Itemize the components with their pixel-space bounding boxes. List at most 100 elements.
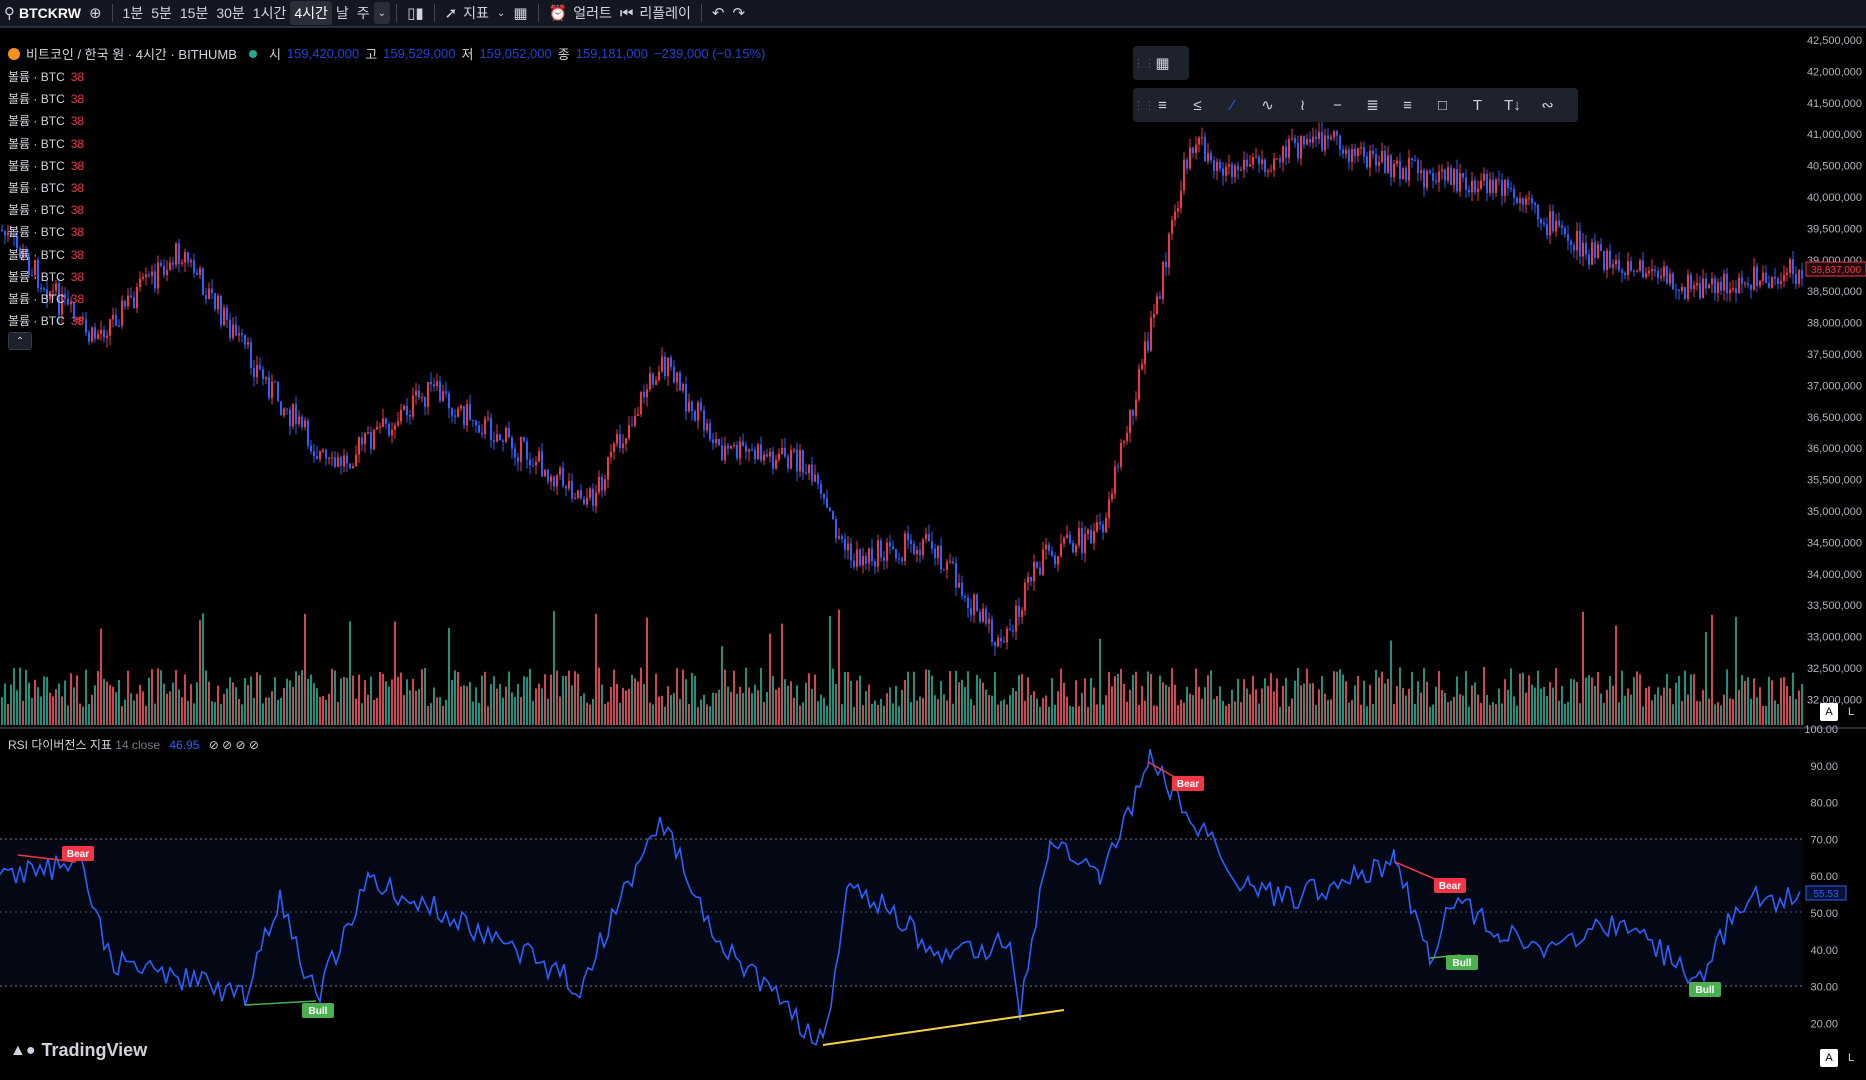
log-scale-button[interactable]: L xyxy=(1847,1052,1855,1064)
price-axis-label: 38,000,000 xyxy=(1807,318,1862,330)
interval-day[interactable]: 날 xyxy=(335,5,349,21)
volume-label: 볼륨 · BTC xyxy=(8,158,65,173)
floating-toolbar-handle[interactable]: ⋮⋮ ▦ xyxy=(1133,46,1189,80)
volume-value: 38 xyxy=(70,225,85,240)
replay-button[interactable]: ⏮ 리플레이 xyxy=(616,0,695,27)
volume-value: 38 xyxy=(70,181,85,196)
alert-label: 얼러트 xyxy=(573,5,612,21)
volume-value: 38 xyxy=(70,269,85,284)
volume-legend-row[interactable]: 볼륨 · BTC 38 xyxy=(8,88,84,110)
add-symbol-button[interactable]: ⊕ xyxy=(85,0,106,27)
interval-5m[interactable]: 5분 xyxy=(151,5,172,21)
price-axis-label: 36,000,000 xyxy=(1807,443,1862,455)
tradingview-logo[interactable]: ▲● TradingView xyxy=(10,1040,147,1061)
trend-line-icon[interactable]: ∕ xyxy=(1231,96,1234,114)
volume-legend-row[interactable]: 볼륨 · BTC 38 xyxy=(8,288,84,310)
pitchfork-icon[interactable]: ≤ xyxy=(1193,96,1202,114)
top-toolbar: ⚲ BTCKRW ⊕ 1분 5분 15분 30분 1시간 4시간 날 주 ⌄ ▯… xyxy=(0,0,1866,28)
rsi-axis-label: 40.00 xyxy=(1810,945,1838,957)
price-candles xyxy=(1,122,1803,656)
volume-label: 볼륨 · BTC xyxy=(8,225,65,240)
volume-legend-row[interactable]: 볼륨 · BTC 38 xyxy=(8,221,84,243)
indicators-dropdown[interactable]: ⌄ xyxy=(493,0,509,27)
volume-value: 38 xyxy=(70,92,85,107)
chart-type-button[interactable]: ▯▮ xyxy=(403,0,428,27)
price-axis-label: 39,500,000 xyxy=(1807,223,1862,235)
pattern-icon[interactable]: ∾ xyxy=(1541,97,1554,114)
volume-legend-list: 볼륨 · BTC 38 볼륨 · BTC 38 볼륨 · BTC 38 볼륨 · BTC 38… xyxy=(8,66,84,332)
symbol-search[interactable]: ⚲ BTCKRW xyxy=(0,0,85,27)
price-axis[interactable]: 42,500,000 42,000,000 41,500,000 41,000,000… xyxy=(1807,35,1862,706)
abc-pattern-icon[interactable]: ≀ xyxy=(1299,97,1306,114)
volume-label: 볼륨 · BTC xyxy=(8,70,65,84)
volume-legend-row[interactable]: 볼륨 · BTC 38 xyxy=(8,66,84,88)
bull-label-text: Bull xyxy=(1453,958,1472,969)
text-icon[interactable]: T xyxy=(1472,96,1483,114)
redo-icon: ↷ xyxy=(732,5,746,22)
auto-scale-button[interactable]: A xyxy=(1820,1049,1838,1067)
rectangle-icon[interactable]: □ xyxy=(1437,96,1448,114)
rsi-axis-label: 50.00 xyxy=(1810,908,1838,920)
indicators-button[interactable]: ➚ 지표 xyxy=(441,0,493,27)
auto-scale-button[interactable]: A xyxy=(1820,703,1838,721)
parallel-channel-icon[interactable]: ≡ xyxy=(1158,96,1167,114)
volume-legend-row[interactable]: 볼륨 · BTC 38 xyxy=(8,266,84,288)
interval-15m[interactable]: 15분 xyxy=(179,5,209,21)
interval-4h[interactable]: 4시간 xyxy=(290,1,332,25)
volume-legend-row[interactable]: 볼륨 · BTC 38 xyxy=(8,244,84,266)
text-format-icon[interactable]: T↓ xyxy=(1504,96,1521,114)
collapse-legend-button[interactable]: ⌃ xyxy=(8,332,32,350)
undo-button[interactable]: ↶ xyxy=(708,0,729,27)
volume-value: 38 xyxy=(70,114,85,129)
open-value: 159,420,000 xyxy=(286,46,360,61)
rsi-axis-label: 80.00 xyxy=(1810,798,1838,810)
volume-legend-row[interactable]: 볼륨 · BTC 38 xyxy=(8,310,84,332)
volume-legend-row[interactable]: 볼륨 · BTC 38 xyxy=(8,133,84,155)
volume-legend-row[interactable]: 볼륨 · BTC 38 xyxy=(8,199,84,221)
price-axis-label: 33,500,000 xyxy=(1807,600,1862,612)
bear-label: Bear xyxy=(62,846,94,861)
price-axis-label: 42,000,000 xyxy=(1807,66,1862,78)
rsi-axis-label: 20.00 xyxy=(1810,1018,1838,1030)
price-axis-label: 41,500,000 xyxy=(1807,98,1862,110)
interval-week[interactable]: 주 xyxy=(356,5,370,21)
fib-extension-icon[interactable]: ≡ xyxy=(1403,96,1412,114)
rsi-legend[interactable]: RSI 다이버전스 지표 14 close 46.95 ⊘ ⊘ ⊘ ⊘ xyxy=(8,736,259,753)
interval-30m[interactable]: 30분 xyxy=(216,5,245,21)
interval-dropdown[interactable]: ⌄ xyxy=(373,2,391,24)
rsi-axis-label: 70.00 xyxy=(1810,834,1838,846)
rsi-current-label: 55.53 xyxy=(1813,889,1838,900)
low-value: 159,052,000 xyxy=(479,46,552,61)
candles-icon: ▯▮ xyxy=(407,5,424,22)
chevron-down-icon: ⌄ xyxy=(377,7,387,19)
alert-button[interactable]: ⏰ 얼러트 xyxy=(545,0,616,27)
bull-divergence-line xyxy=(244,1000,317,1006)
rsi-axis[interactable]: 100.00 90.00 80.00 70.00 60.00 50.00 40.00 30.0… xyxy=(1804,724,1838,1030)
price-axis-label: 34,000,000 xyxy=(1807,569,1862,581)
price-axis-label: 40,000,000 xyxy=(1807,192,1862,204)
volume-legend-row[interactable]: 볼륨 · BTC 38 xyxy=(8,177,84,199)
volume-legend-row[interactable]: 볼륨 · BTC 38 xyxy=(8,110,84,132)
replay-label: 리플레이 xyxy=(639,5,691,21)
drag-handle-icon[interactable]: ⋮⋮ xyxy=(1133,99,1155,112)
legend-title[interactable]: 비트코인 / 한국 원 · 4시간 · BITHUMB xyxy=(26,47,237,62)
empty-value-icon: ⊘ ⊘ ⊘ ⊘ xyxy=(208,738,259,752)
price-axis-label: 34,500,000 xyxy=(1807,537,1862,549)
layout-button[interactable]: ▦ xyxy=(509,0,531,27)
interval-1m[interactable]: 1분 xyxy=(122,5,144,21)
interval-1h[interactable]: 1시간 xyxy=(252,5,287,21)
drag-handle-icon[interactable]: ⋮⋮ xyxy=(1133,57,1155,70)
rsi-name: RSI 다이버전스 지표 xyxy=(8,738,112,752)
volume-label: 볼륨 · BTC xyxy=(8,314,65,329)
divider xyxy=(537,4,539,22)
log-scale-button[interactable]: L xyxy=(1847,706,1855,718)
fib-retracement-icon[interactable]: ≣ xyxy=(1366,97,1379,114)
volume-label: 볼륨 · BTC xyxy=(8,292,65,307)
open-key: 시 xyxy=(268,47,281,62)
elliott-wave-icon[interactable]: ∿ xyxy=(1261,97,1274,114)
horizontal-ray-icon[interactable]: − xyxy=(1333,96,1342,114)
redo-button[interactable]: ↷ xyxy=(728,0,749,27)
volume-legend-row[interactable]: 볼륨 · BTC 38 xyxy=(8,155,84,177)
grid-icon[interactable]: ▦ xyxy=(1155,55,1170,72)
